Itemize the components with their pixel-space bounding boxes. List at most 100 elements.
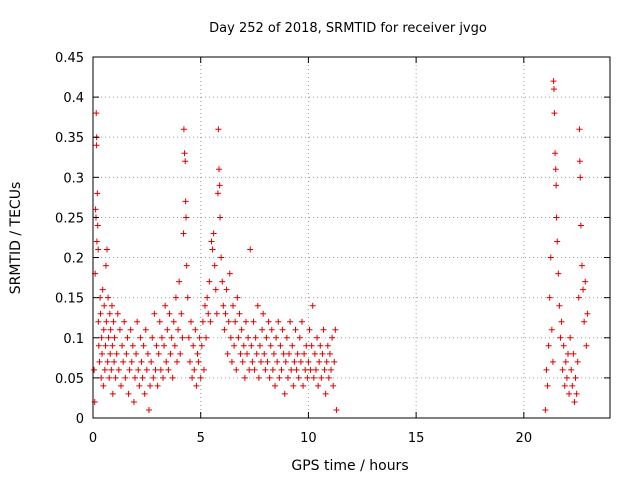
- data-point: [551, 110, 558, 117]
- data-point: [543, 366, 550, 373]
- data-point: [158, 334, 165, 341]
- data-point: [226, 270, 233, 277]
- data-point: [318, 374, 325, 381]
- data-point: [111, 358, 118, 365]
- data-point: [97, 310, 104, 317]
- data-point: [94, 190, 101, 197]
- data-point: [91, 366, 98, 373]
- data-point: [125, 390, 132, 397]
- data-point: [116, 326, 123, 333]
- data-point: [118, 382, 125, 389]
- data-point: [182, 158, 189, 165]
- data-point: [572, 374, 579, 381]
- data-point: [242, 318, 249, 325]
- data-point: [109, 342, 116, 349]
- data-point: [236, 310, 243, 317]
- data-point: [574, 358, 581, 365]
- data-point: [189, 374, 196, 381]
- data-point: [146, 406, 153, 413]
- data-point: [550, 86, 557, 93]
- data-point: [108, 366, 115, 373]
- data-point: [307, 366, 314, 373]
- data-point: [152, 366, 159, 373]
- data-point: [156, 318, 163, 325]
- data-point: [254, 302, 261, 309]
- data-point: [107, 350, 114, 357]
- data-point: [321, 366, 328, 373]
- data-point: [175, 326, 182, 333]
- data-point: [241, 374, 248, 381]
- data-point: [559, 366, 566, 373]
- data-point: [322, 390, 329, 397]
- data-point: [171, 342, 178, 349]
- data-point: [581, 318, 588, 325]
- data-point: [568, 366, 575, 373]
- data-point: [268, 326, 275, 333]
- x-axis-tick-labels: 0 5 10 15 20: [89, 431, 532, 446]
- data-point: [205, 310, 212, 317]
- data-point: [577, 222, 584, 229]
- data-point: [300, 382, 307, 389]
- data-point: [258, 358, 265, 365]
- data-point: [102, 262, 109, 269]
- data-point: [212, 286, 219, 293]
- data-point: [154, 382, 161, 389]
- data-point: [190, 342, 197, 349]
- data-point: [112, 374, 119, 381]
- data-point: [281, 390, 288, 397]
- data-point: [269, 366, 276, 373]
- data-point: [252, 334, 259, 341]
- data-point: [260, 310, 267, 317]
- data-point: [329, 334, 336, 341]
- data-point: [332, 326, 339, 333]
- data-point: [195, 358, 202, 365]
- data-point: [165, 366, 172, 373]
- x-tick-label: 5: [197, 431, 205, 446]
- data-point: [542, 406, 549, 413]
- data-point: [227, 334, 234, 341]
- y-tick-label: 0.3: [63, 171, 84, 186]
- data-point: [274, 358, 281, 365]
- data-point: [204, 294, 211, 301]
- data-point: [310, 374, 317, 381]
- data-point: [323, 358, 330, 365]
- data-point: [275, 318, 282, 325]
- data-point: [113, 350, 120, 357]
- data-point: [199, 318, 206, 325]
- data-point: [180, 230, 187, 237]
- data-point: [103, 318, 110, 325]
- data-point: [562, 358, 569, 365]
- data-point: [123, 350, 130, 357]
- data-point: [155, 350, 162, 357]
- data-point: [221, 326, 228, 333]
- data-point: [102, 342, 109, 349]
- data-point: [316, 358, 323, 365]
- data-point: [180, 126, 187, 133]
- data-point: [567, 334, 574, 341]
- data-point: [547, 254, 554, 261]
- data-point: [194, 350, 201, 357]
- data-point: [303, 342, 310, 349]
- data-point: [135, 366, 142, 373]
- data-point: [259, 326, 266, 333]
- data-point: [223, 286, 230, 293]
- data-point: [107, 326, 114, 333]
- data-point: [142, 326, 149, 333]
- data-point: [111, 334, 118, 341]
- data-point: [101, 366, 108, 373]
- data-point: [324, 342, 331, 349]
- data-point: [566, 390, 573, 397]
- data-point: [312, 366, 319, 373]
- data-point: [129, 342, 136, 349]
- data-point: [92, 206, 99, 213]
- data-point: [293, 366, 300, 373]
- data-point: [578, 262, 585, 269]
- data-point: [297, 358, 304, 365]
- data-point: [289, 342, 296, 349]
- x-tick-label: 10: [300, 431, 317, 446]
- data-point: [273, 334, 280, 341]
- data-point: [134, 318, 141, 325]
- data-point: [104, 358, 111, 365]
- data-point: [98, 374, 105, 381]
- y-tick-label: 0.4: [63, 91, 84, 106]
